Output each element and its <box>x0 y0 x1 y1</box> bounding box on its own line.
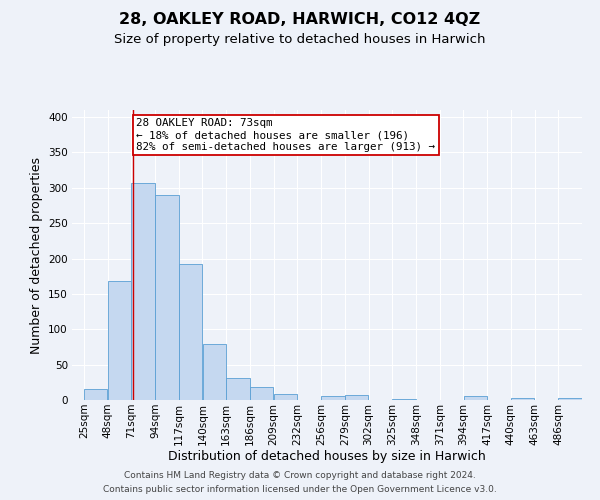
Y-axis label: Number of detached properties: Number of detached properties <box>29 156 43 354</box>
Text: Contains HM Land Registry data © Crown copyright and database right 2024.: Contains HM Land Registry data © Crown c… <box>124 471 476 480</box>
Text: 28, OAKLEY ROAD, HARWICH, CO12 4QZ: 28, OAKLEY ROAD, HARWICH, CO12 4QZ <box>119 12 481 28</box>
Bar <box>250 386 274 400</box>
Bar <box>392 398 416 400</box>
Bar <box>274 394 297 400</box>
Bar <box>179 264 202 400</box>
Bar <box>226 378 250 400</box>
Bar <box>345 395 368 400</box>
Bar <box>321 396 344 400</box>
Bar <box>203 344 226 400</box>
Text: 28 OAKLEY ROAD: 73sqm
← 18% of detached houses are smaller (196)
82% of semi-det: 28 OAKLEY ROAD: 73sqm ← 18% of detached … <box>136 118 436 152</box>
Bar <box>155 195 179 400</box>
Bar <box>511 398 535 400</box>
Text: Size of property relative to detached houses in Harwich: Size of property relative to detached ho… <box>114 32 486 46</box>
Bar <box>131 183 155 400</box>
Text: Contains public sector information licensed under the Open Government Licence v3: Contains public sector information licen… <box>103 485 497 494</box>
Bar <box>108 281 131 400</box>
Bar <box>464 396 487 400</box>
X-axis label: Distribution of detached houses by size in Harwich: Distribution of detached houses by size … <box>168 450 486 464</box>
Bar <box>84 390 107 400</box>
Bar <box>559 398 582 400</box>
